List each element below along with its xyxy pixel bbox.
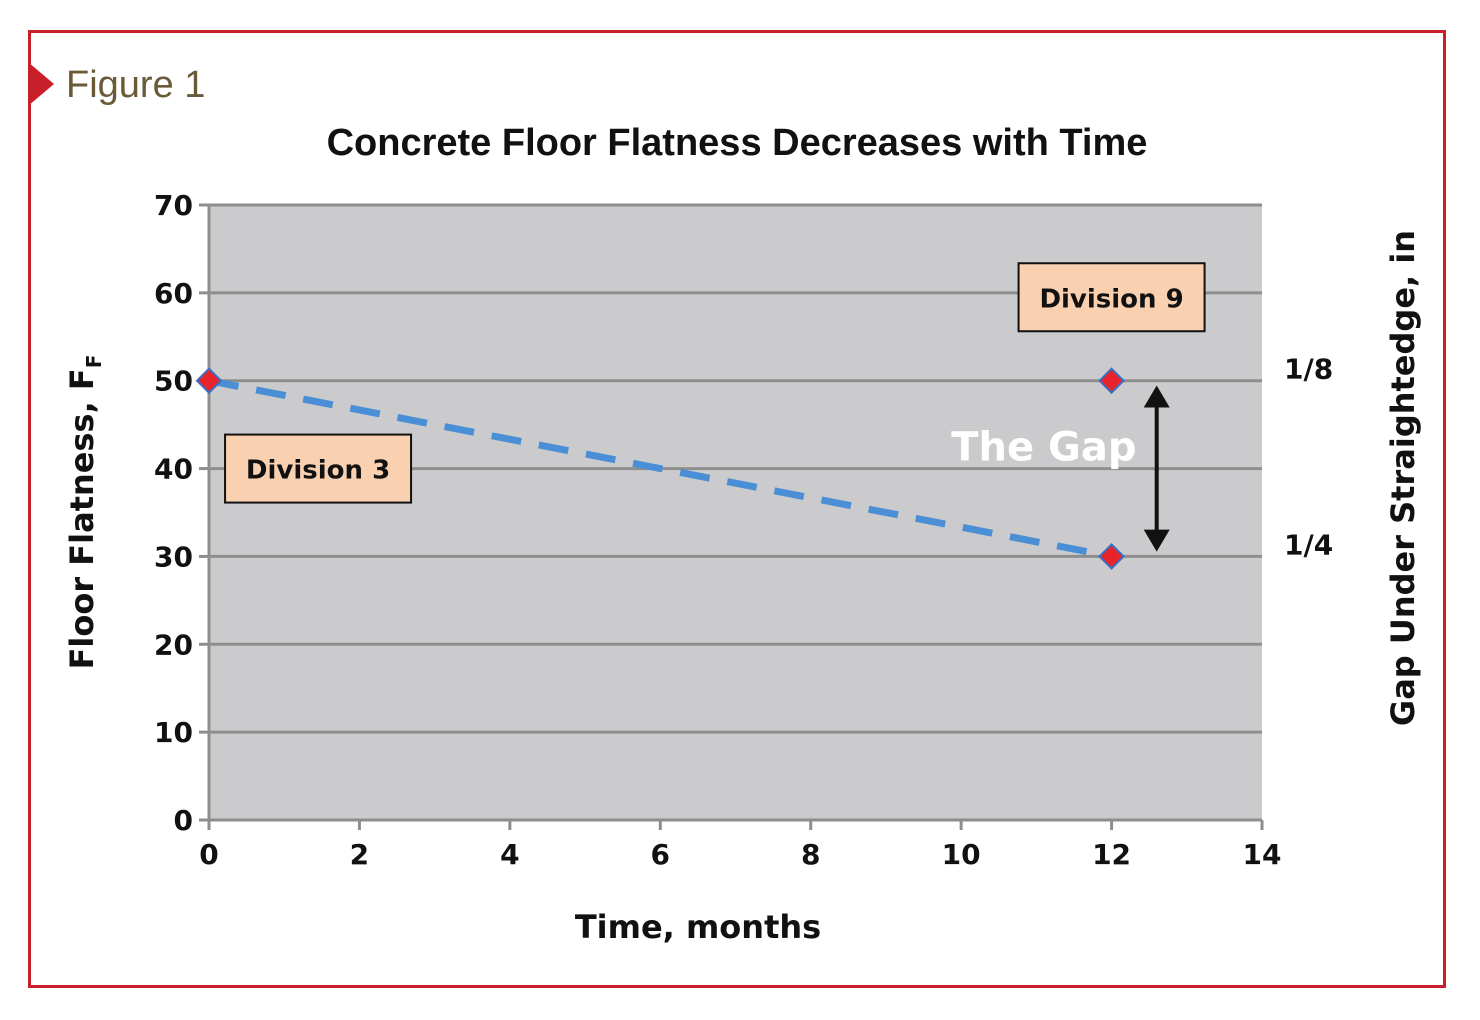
x-tick-label-12: 12 bbox=[1092, 838, 1131, 871]
y2-tick-label-1-4: 1/4 bbox=[1284, 528, 1333, 561]
data-point-1 bbox=[1098, 367, 1125, 395]
figure-marker-icon bbox=[28, 62, 54, 106]
x-tick-label-6: 6 bbox=[651, 838, 670, 871]
y-tick-label-50: 50 bbox=[154, 365, 193, 398]
series-line-0 bbox=[208, 377, 1113, 560]
x-tick-label-4: 4 bbox=[500, 838, 519, 871]
x-tick-label-2: 2 bbox=[350, 838, 369, 871]
y-tick-label-40: 40 bbox=[154, 453, 193, 486]
annotation-box-0 bbox=[224, 433, 413, 504]
y-tick-label-10: 10 bbox=[154, 716, 193, 749]
annotation-box-1 bbox=[1017, 262, 1206, 333]
y-axis-title: Floor Flatness, FF bbox=[63, 355, 106, 670]
y-tick-label-30: 30 bbox=[154, 540, 193, 573]
axis-layer: 0 10 20 30 40 50 60 70 0 2 4 6 8 10 12 14 1/8 1/4 bbox=[154, 189, 1333, 871]
annotation-layer: Division 3 Division 9 The Gap bbox=[224, 262, 1206, 552]
x-axis-title: Time, months bbox=[575, 908, 821, 946]
x-tick-label-0: 0 bbox=[199, 838, 218, 871]
y2-axis-title-group: Gap Under Straightedge, in bbox=[1384, 230, 1422, 726]
annotation-label-0: Division 3 bbox=[246, 456, 390, 486]
y-tick-label-20: 20 bbox=[154, 628, 193, 661]
data-point-0 bbox=[195, 367, 223, 395]
x-tick-label-10: 10 bbox=[942, 838, 981, 871]
chart-title: Concrete Floor Flatness Decreases with T… bbox=[327, 122, 1148, 164]
gap-arrow-head-top bbox=[1143, 385, 1170, 408]
y-tick-label-0: 0 bbox=[174, 804, 193, 837]
gap-label: The Gap bbox=[951, 425, 1136, 471]
annotation-label-1: Division 9 bbox=[1039, 284, 1183, 314]
gap-arrow-head-bottom bbox=[1143, 529, 1170, 552]
data-point-2 bbox=[1098, 543, 1125, 570]
figure-label: Figure 1 bbox=[66, 64, 206, 106]
figure-frame bbox=[28, 30, 1446, 988]
x-tick-label-14: 14 bbox=[1243, 838, 1282, 871]
y2-tick-label-1-8: 1/8 bbox=[1284, 353, 1333, 386]
y-axis-title-subscript: F bbox=[82, 355, 106, 369]
y2-axis-title: Gap Under Straightedge, in bbox=[1384, 230, 1422, 726]
y-tick-label-70: 70 bbox=[154, 189, 193, 222]
y-axis-title-main: Floor Flatness, F bbox=[63, 368, 101, 669]
x-tick-label-8: 8 bbox=[801, 838, 820, 871]
series-layer bbox=[195, 367, 1125, 570]
y-axis-title-group: Floor Flatness, FF bbox=[63, 355, 106, 670]
y-tick-label-60: 60 bbox=[154, 277, 193, 310]
